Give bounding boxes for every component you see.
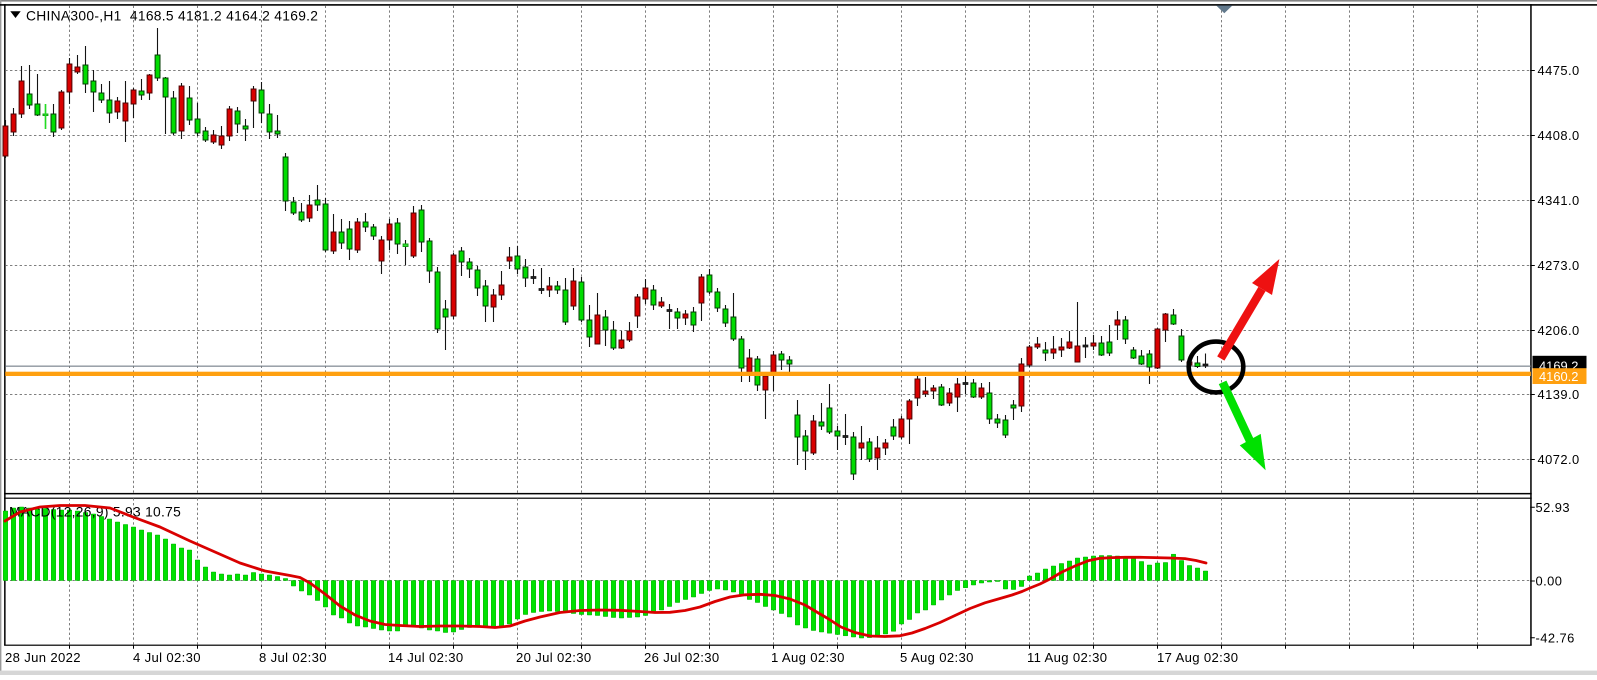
svg-text:4139.0: 4139.0 [1538, 387, 1580, 402]
svg-text:20 Jul 02:30: 20 Jul 02:30 [516, 650, 592, 665]
svg-text:4341.0: 4341.0 [1538, 193, 1580, 208]
svg-text:0.00: 0.00 [1536, 574, 1563, 589]
svg-text:4072.0: 4072.0 [1538, 452, 1580, 467]
svg-text:28 Jun 2022: 28 Jun 2022 [5, 650, 81, 665]
svg-text:CHINA300-,H1 4168.5 4181.2 41: CHINA300-,H1 4168.5 4181.2 4164.2 4169.2 [26, 9, 318, 24]
svg-text:4273.0: 4273.0 [1538, 258, 1580, 273]
svg-text:5 Aug 02:30: 5 Aug 02:30 [900, 650, 974, 665]
svg-text:4 Jul 02:30: 4 Jul 02:30 [133, 650, 201, 665]
svg-text:4160.2: 4160.2 [1539, 369, 1578, 384]
svg-text:4475.0: 4475.0 [1538, 63, 1580, 78]
svg-text:4408.0: 4408.0 [1538, 128, 1580, 143]
svg-text:14 Jul 02:30: 14 Jul 02:30 [388, 650, 464, 665]
svg-text:-42.76: -42.76 [1536, 630, 1575, 645]
svg-text:26 Jul 02:30: 26 Jul 02:30 [644, 650, 720, 665]
svg-text:4206.0: 4206.0 [1538, 323, 1580, 338]
svg-text:MACD(12,26,9) 5.93 10.75: MACD(12,26,9) 5.93 10.75 [9, 505, 181, 520]
svg-text:52.93: 52.93 [1536, 500, 1571, 515]
svg-text:1 Aug 02:30: 1 Aug 02:30 [771, 650, 845, 665]
svg-text:11 Aug 02:30: 11 Aug 02:30 [1027, 650, 1107, 665]
svg-text:8 Jul 02:30: 8 Jul 02:30 [259, 650, 327, 665]
svg-text:17 Aug 02:30: 17 Aug 02:30 [1157, 650, 1238, 665]
